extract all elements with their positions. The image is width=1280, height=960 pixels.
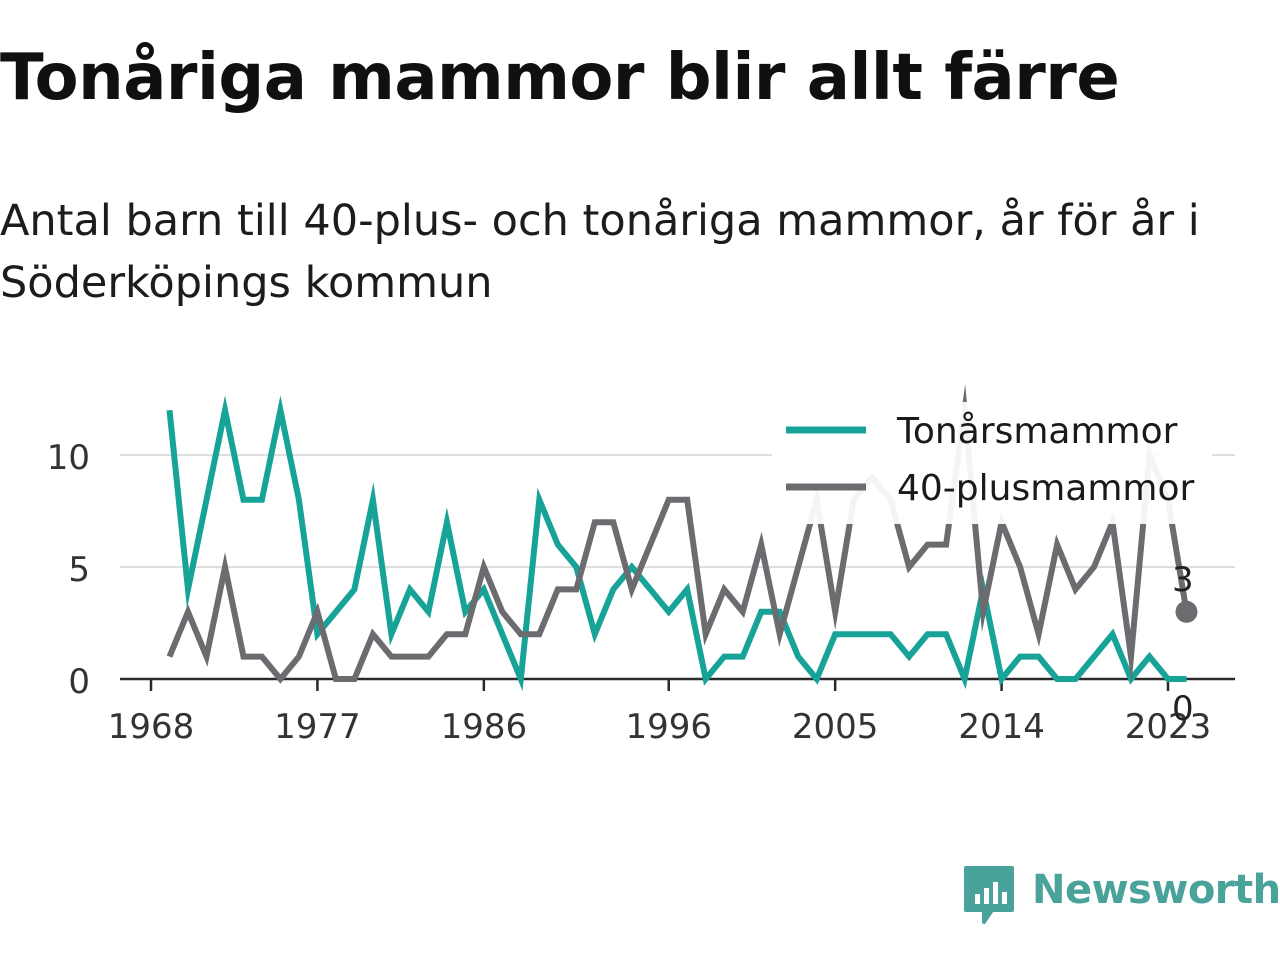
series-line-tonarsmammor — [166, 395, 1187, 692]
legend: Tonårsmammor 40-plusmammor — [772, 402, 1212, 524]
series-line-40-plusmammor — [166, 383, 1190, 684]
end-point-40-plusmammor — [1175, 600, 1198, 623]
legend-label: Tonårsmammor — [896, 411, 1178, 452]
legend-background — [772, 402, 1212, 524]
x-axis: 1968 1977 1986 1996 2005 2014 2023 — [108, 677, 1235, 747]
legend-label: 40-plusmammor — [897, 468, 1195, 509]
brand-name: Newsworthy — [1032, 867, 1280, 913]
newsworthy-logo: Newsworthy — [962, 862, 1280, 928]
y-tick-label: 0 — [68, 662, 90, 702]
series-lines — [166, 383, 1198, 692]
end-labels: 03 — [1172, 560, 1194, 729]
x-tick-label: 1996 — [625, 707, 712, 747]
y-tick-label: 5 — [68, 550, 90, 590]
end-label: 0 — [1172, 689, 1194, 729]
chart-title: Tonåriga mammor blir allt färre — [0, 41, 1120, 115]
x-tick-label: 2014 — [958, 707, 1045, 747]
x-tick-label: 1968 — [108, 707, 195, 747]
x-tick-label: 1986 — [441, 707, 528, 747]
end-label: 3 — [1172, 560, 1194, 600]
y-tick-label: 10 — [47, 438, 90, 478]
x-tick-label: 2023 — [1125, 707, 1212, 747]
newsworthy-logo-icon — [964, 866, 1014, 924]
x-tick-label: 1977 — [274, 707, 361, 747]
chart-subtitle: Antal barn till 40-plus- och tonåriga ma… — [0, 196, 1200, 308]
x-tick-label: 2005 — [792, 707, 879, 747]
